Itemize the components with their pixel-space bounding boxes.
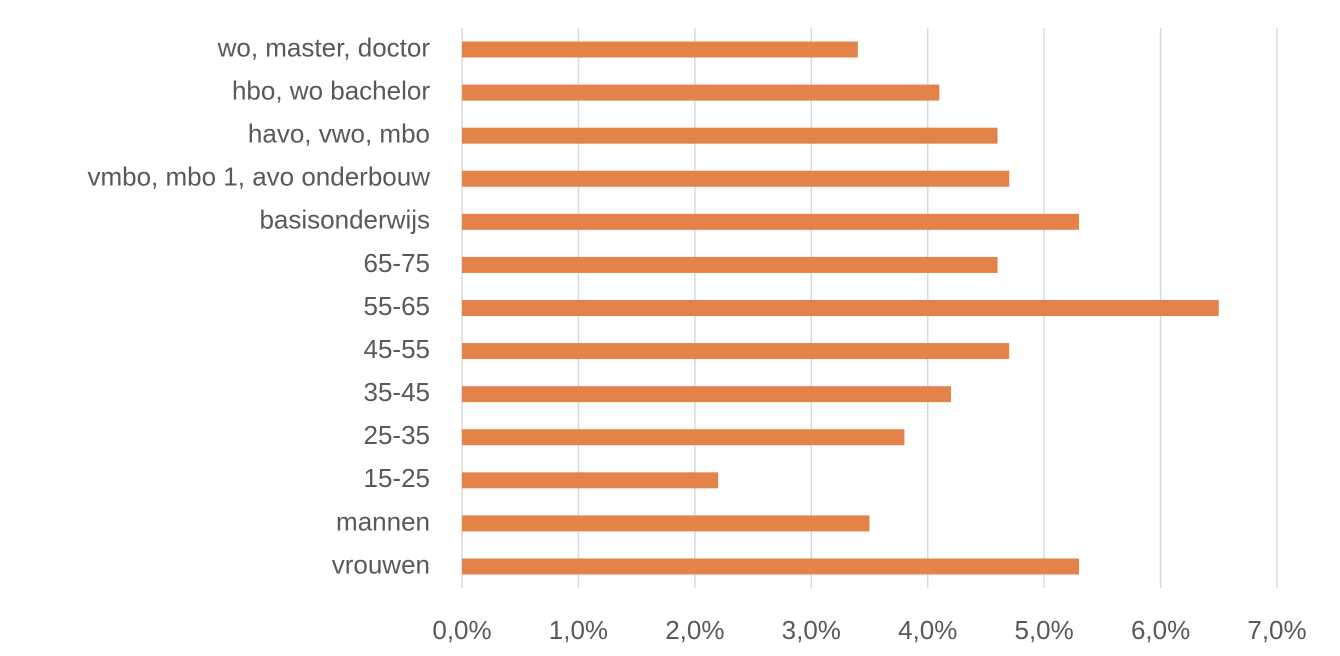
y-tick-label: 45-55 — [364, 334, 431, 364]
bar — [462, 127, 998, 144]
y-tick-label: vrouwen — [332, 549, 430, 579]
bar — [462, 170, 1010, 187]
bar — [462, 429, 905, 446]
x-tick-label: 0,0% — [432, 615, 491, 645]
y-tick-label: 25-35 — [364, 420, 431, 450]
x-tick-label: 6,0% — [1131, 615, 1190, 645]
y-tick-label: wo, master, doctor — [217, 32, 431, 62]
y-tick-label: 65-75 — [364, 248, 431, 278]
bar — [462, 558, 1080, 575]
y-tick-label: vmbo, mbo 1, avo onderbouw — [87, 162, 430, 192]
y-tick-label: 15-25 — [364, 463, 431, 493]
y-tick-label: havo, vwo, mbo — [248, 119, 430, 149]
y-tick-label: mannen — [336, 506, 430, 536]
y-tick-label: basisonderwijs — [259, 205, 430, 235]
bar — [462, 386, 951, 403]
bar — [462, 84, 940, 101]
x-tick-label: 4,0% — [898, 615, 957, 645]
x-tick-label: 5,0% — [1015, 615, 1074, 645]
x-tick-label: 7,0% — [1247, 615, 1306, 645]
x-tick-label: 1,0% — [549, 615, 608, 645]
x-tick-label: 3,0% — [782, 615, 841, 645]
bar — [462, 472, 719, 489]
bar — [462, 41, 858, 58]
y-tick-label: 35-45 — [364, 377, 431, 407]
bar — [462, 300, 1219, 316]
y-tick-label: hbo, wo bachelor — [232, 75, 430, 105]
x-tick-label: 2,0% — [665, 615, 724, 645]
bar — [462, 343, 1010, 360]
bar — [462, 256, 998, 273]
bar — [462, 515, 870, 532]
bar — [462, 213, 1080, 230]
y-tick-label: 55-65 — [364, 291, 431, 321]
